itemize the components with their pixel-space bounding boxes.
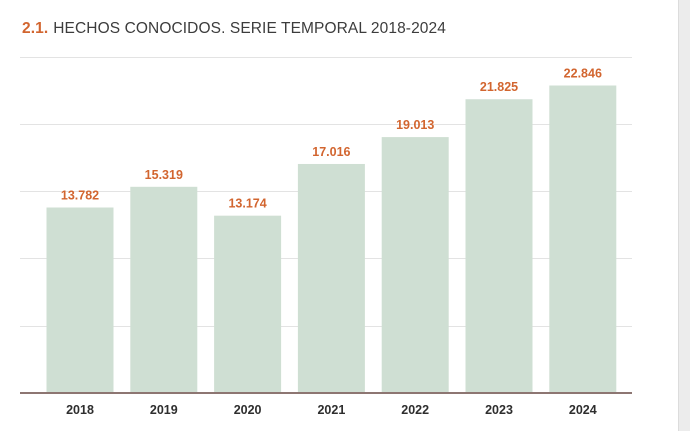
x-tick-label-2018: 2018	[66, 403, 94, 417]
title-text: HECHOS CONOCIDOS. SERIE TEMPORAL 2018-20…	[53, 20, 446, 37]
bar-2020	[214, 215, 282, 393]
bar-2023	[465, 99, 533, 393]
x-tick-label-2023: 2023	[485, 403, 513, 417]
value-label-2021: 17.016	[312, 145, 350, 159]
x-tick-label-2022: 2022	[401, 403, 429, 417]
x-tick-label-2019: 2019	[150, 403, 178, 417]
value-label-2023: 21.825	[480, 80, 518, 94]
x-tick-label-2021: 2021	[317, 403, 345, 417]
value-label-2022: 19.013	[396, 118, 434, 132]
x-axis-tick-labels: 2018 2019 2020 2021 2022 2023 2024	[66, 403, 597, 417]
x-tick-label-2020: 2020	[234, 403, 262, 417]
bar-2019	[130, 186, 198, 393]
bar-2024	[549, 85, 617, 393]
bar-2018	[46, 207, 114, 393]
x-tick-label-2024: 2024	[569, 403, 597, 417]
value-label-2020: 13.174	[228, 197, 266, 211]
bars	[46, 85, 617, 393]
value-label-2019: 15.319	[145, 168, 183, 182]
bar-2021	[297, 163, 365, 393]
bar-2022	[381, 137, 449, 393]
section-number: 2.1.	[22, 20, 49, 37]
value-label-2018: 13.782	[61, 188, 99, 202]
chart-title: 2.1. HECHOS CONOCIDOS. SERIE TEMPORAL 201…	[22, 20, 446, 38]
scrollbar-edge	[678, 0, 690, 431]
value-label-2024: 22.846	[564, 66, 602, 80]
value-labels: 13.782 15.319 13.174 17.016 19.013 21.825 22.8…	[61, 66, 602, 210]
